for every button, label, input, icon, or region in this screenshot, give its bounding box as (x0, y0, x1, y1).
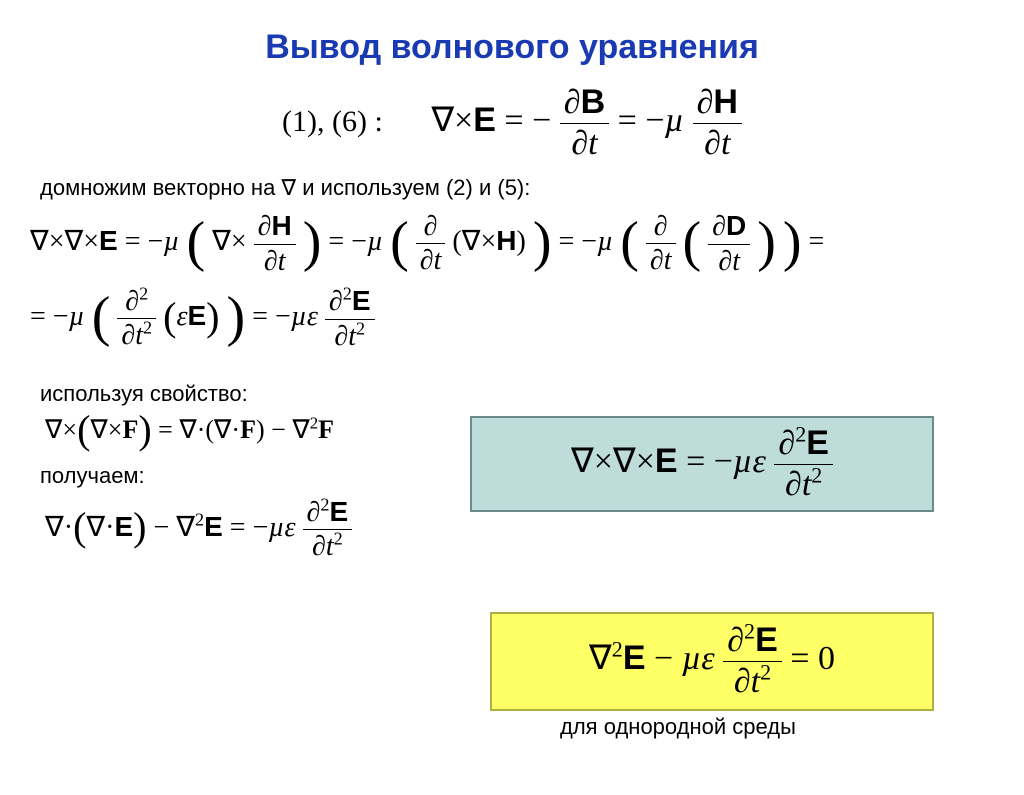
vector-H-3: H (496, 225, 516, 256)
trailing-eq: = (809, 226, 825, 257)
vector-E-2: E (99, 225, 118, 256)
frac-ddt-2: ∂ ∂t (646, 212, 676, 276)
eq-minus-mueps-2: = − (230, 512, 269, 543)
curl-curl: ∇×∇× (30, 226, 99, 257)
vector-D: D (726, 210, 746, 241)
box2-eq: ∇2E − µε ∂2E ∂t2 = 0 (589, 623, 835, 699)
vector-E-6: E (204, 511, 223, 542)
vector-B: B (581, 83, 606, 121)
mueps-box1: µε (733, 443, 766, 480)
partial-B: ∂ (564, 84, 581, 121)
vector-E-5: E (114, 511, 133, 542)
mu-2: µ (163, 226, 179, 257)
nabla-cross-2: ∇× (212, 226, 247, 257)
text-multiply: домножим векторно на ∇ и используем (2) … (40, 175, 1024, 201)
partial-t-2: ∂t (693, 124, 742, 162)
frac-d2-dt2: ∂2 ∂t2 (117, 287, 156, 351)
equation-deriv-1: ∇×∇×E = −µ ( ∇× ∂H ∂t ) = −µ ( ∂ ∂t (∇×H… (30, 211, 1024, 276)
eq-minus-mueps: = − (252, 301, 291, 332)
equals-minus: = − (504, 102, 551, 139)
mu-3: µ (367, 226, 383, 257)
curl-H-close: ) (517, 226, 526, 257)
highlight-box-curl: ∇×∇×E = −µε ∂2E ∂t2 (470, 416, 934, 512)
frac-dD-dt: ∂D ∂t (708, 211, 750, 276)
equation-deriv-2: = −µ ( ∂2 ∂t2 (εE) ) = −µε ∂2E ∂t2 (30, 286, 1024, 351)
highlight-box-wave: ∇2E − µε ∂2E ∂t2 = 0 (490, 612, 934, 711)
eq-minus-mu-4: = − (30, 301, 69, 332)
eq-minus-mu-3: = − (558, 226, 597, 257)
frac-dH-dt-2: ∂H ∂t (254, 211, 296, 276)
text-using-property: используя свойство: (40, 381, 1024, 407)
eq-minus-mu: = − (125, 226, 164, 257)
nabla-cross: ∇× (431, 102, 473, 139)
equals-minus-2: = − (618, 102, 665, 139)
vector-H: H (713, 83, 738, 121)
mueps: µε (291, 301, 318, 332)
vector-E-box2: E (623, 639, 646, 677)
epsilon: ε (176, 301, 187, 332)
partial-H: ∂ (697, 84, 714, 121)
mu-5: µ (69, 301, 85, 332)
minus-nabla2: − ∇2 (153, 512, 204, 543)
vector-E: E (473, 101, 496, 139)
frac-d2E-dt2: ∂2E ∂t2 (325, 286, 375, 351)
slide-title: Вывод волнового уравнения (0, 28, 1024, 67)
vector-E-4: E (352, 285, 371, 316)
mueps-2: µε (268, 512, 295, 543)
eq-minus-mu-2: = − (328, 226, 367, 257)
curl-H-open: (∇× (452, 226, 496, 257)
div-div: ∇·(∇· (45, 512, 114, 543)
frac-dH-dt: ∂H ∂t (693, 85, 742, 161)
mu-4: µ (597, 226, 613, 257)
frac-box1: ∂2E ∂t2 (774, 426, 833, 502)
vector-E-3: E (187, 300, 206, 331)
eq-label: (1), (6) : (282, 105, 383, 138)
frac-d2E-dt2-2: ∂2E ∂t2 (303, 497, 353, 562)
caption-homogeneous: для однородной среды (560, 714, 796, 740)
mu: µ (665, 102, 685, 139)
vector-H-2: H (272, 210, 292, 241)
frac-box2: ∂2E ∂t2 (723, 623, 782, 699)
vector-E-box1: E (655, 442, 678, 480)
frac-dB-dt: ∂B ∂t (560, 85, 609, 161)
equation-main: (1), (6) : ∇×E = − ∂B ∂t = −µ ∂H ∂t (0, 85, 1024, 161)
frac-ddt: ∂ ∂t (416, 212, 446, 276)
box1-eq: ∇×∇×E = −µε ∂2E ∂t2 (571, 426, 833, 502)
partial-t: ∂t (560, 124, 609, 162)
mueps-box2: µε (682, 640, 715, 677)
